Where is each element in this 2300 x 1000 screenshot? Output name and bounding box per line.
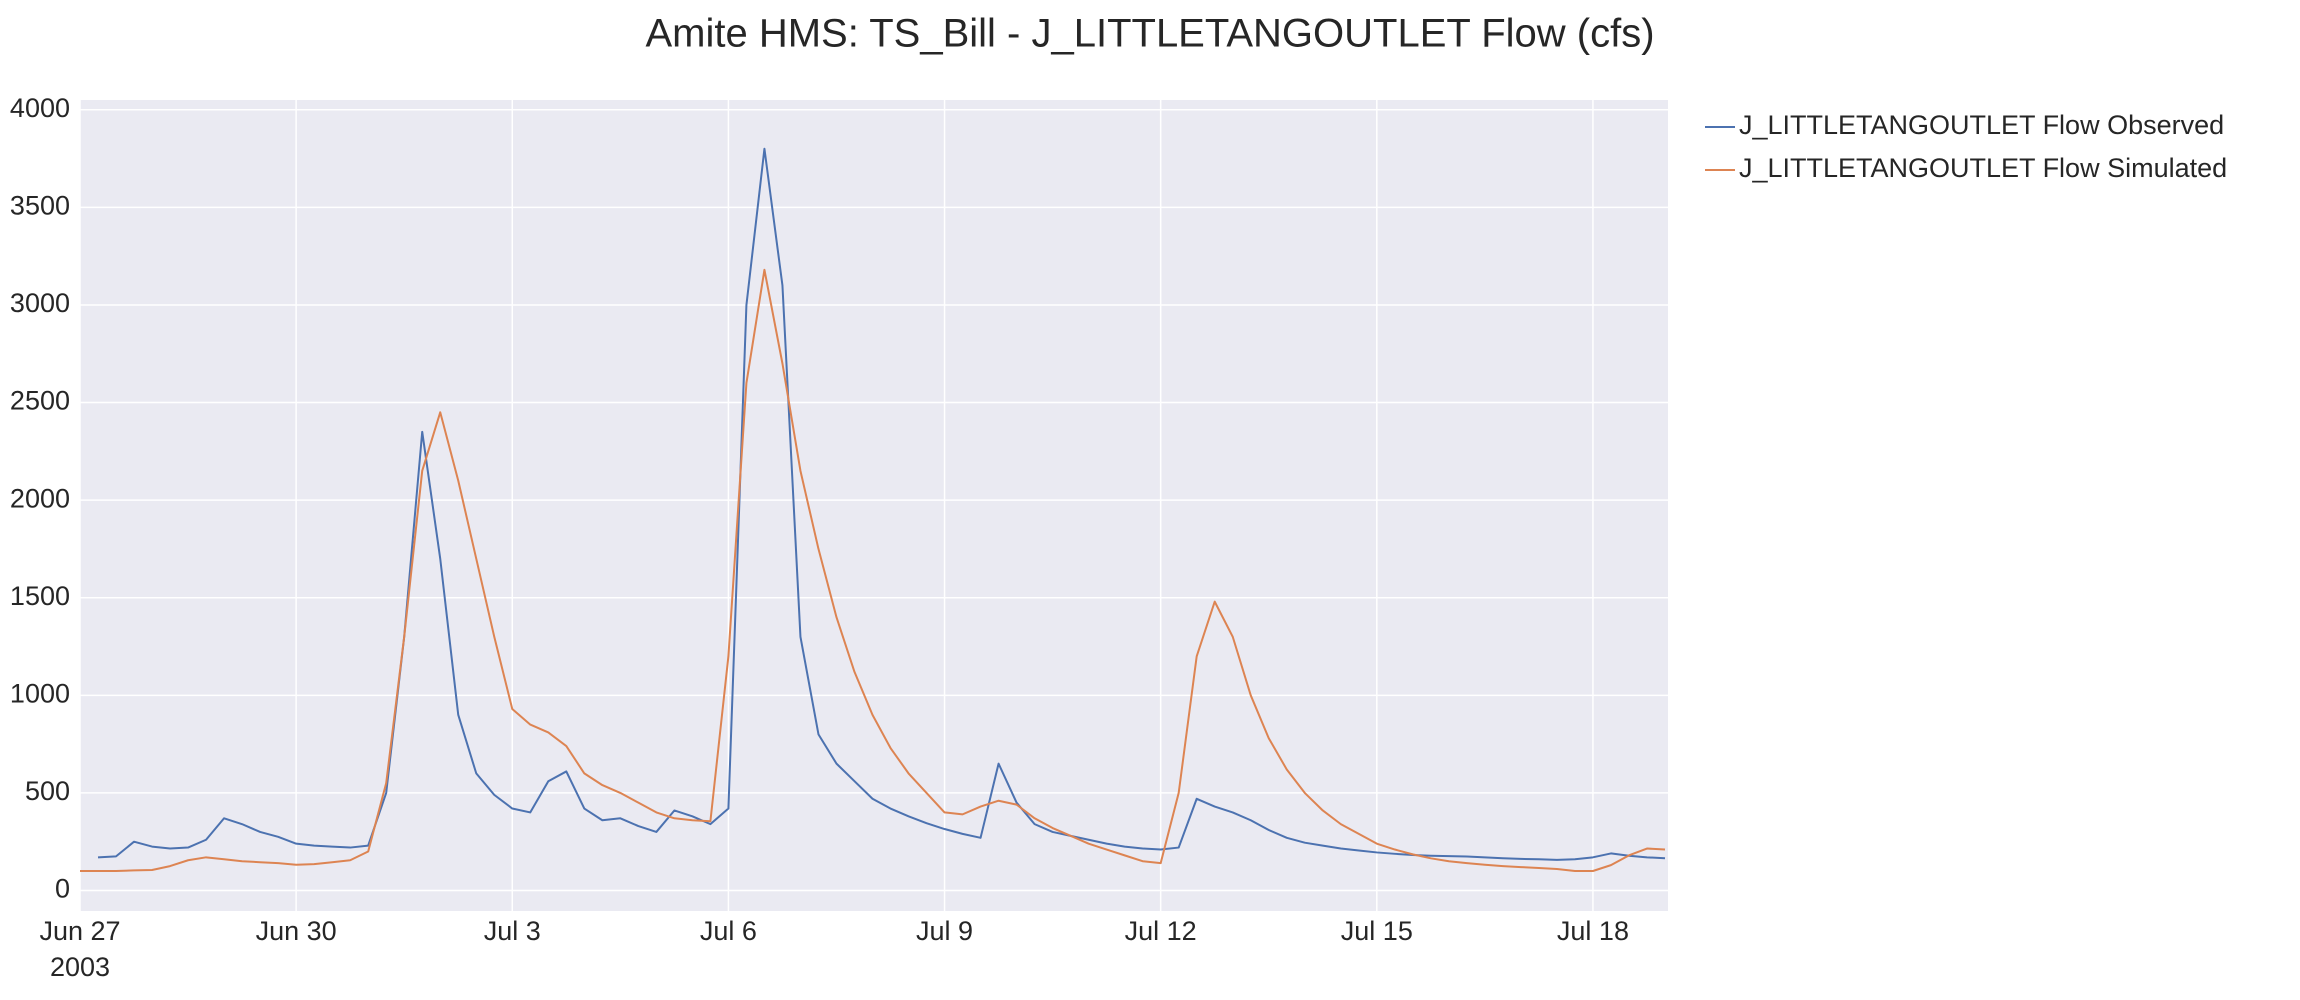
- x-tick-label: Jul 12: [1124, 916, 1197, 946]
- y-tick-label: 3000: [10, 288, 70, 318]
- chart-title: Amite HMS: TS_Bill - J_LITTLETANGOUTLET …: [645, 12, 1654, 56]
- x-tick-label: Jun 27 2003: [39, 916, 121, 982]
- x-tick-label: Jun 30: [255, 916, 337, 946]
- x-tick-label: Jul 18: [1556, 916, 1629, 946]
- y-tick-label: 500: [25, 776, 70, 806]
- legend-label: J_LITTLETANGOUTLET Flow Simulated: [1739, 153, 2227, 183]
- plot-area: [80, 100, 1668, 911]
- x-tick-label: Jul 3: [483, 916, 541, 946]
- series-line: [97, 147, 1666, 861]
- y-tick-label: 3500: [10, 190, 70, 220]
- x-tick-label: Jul 6: [699, 916, 757, 946]
- y-tick-label: 2000: [10, 483, 70, 513]
- x-tick-label: Jul 9: [916, 916, 974, 946]
- y-tick-label: 4000: [10, 93, 70, 123]
- y-tick-label: 1000: [10, 678, 70, 708]
- y-tick-label: 0: [55, 874, 70, 904]
- x-tick-label: Jul 15: [1340, 916, 1413, 946]
- legend-label: J_LITTLETANGOUTLET Flow Observed: [1739, 110, 2224, 140]
- y-tick-label: 1500: [10, 581, 70, 611]
- series-line: [80, 268, 1666, 872]
- y-tick-label: 2500: [10, 386, 70, 416]
